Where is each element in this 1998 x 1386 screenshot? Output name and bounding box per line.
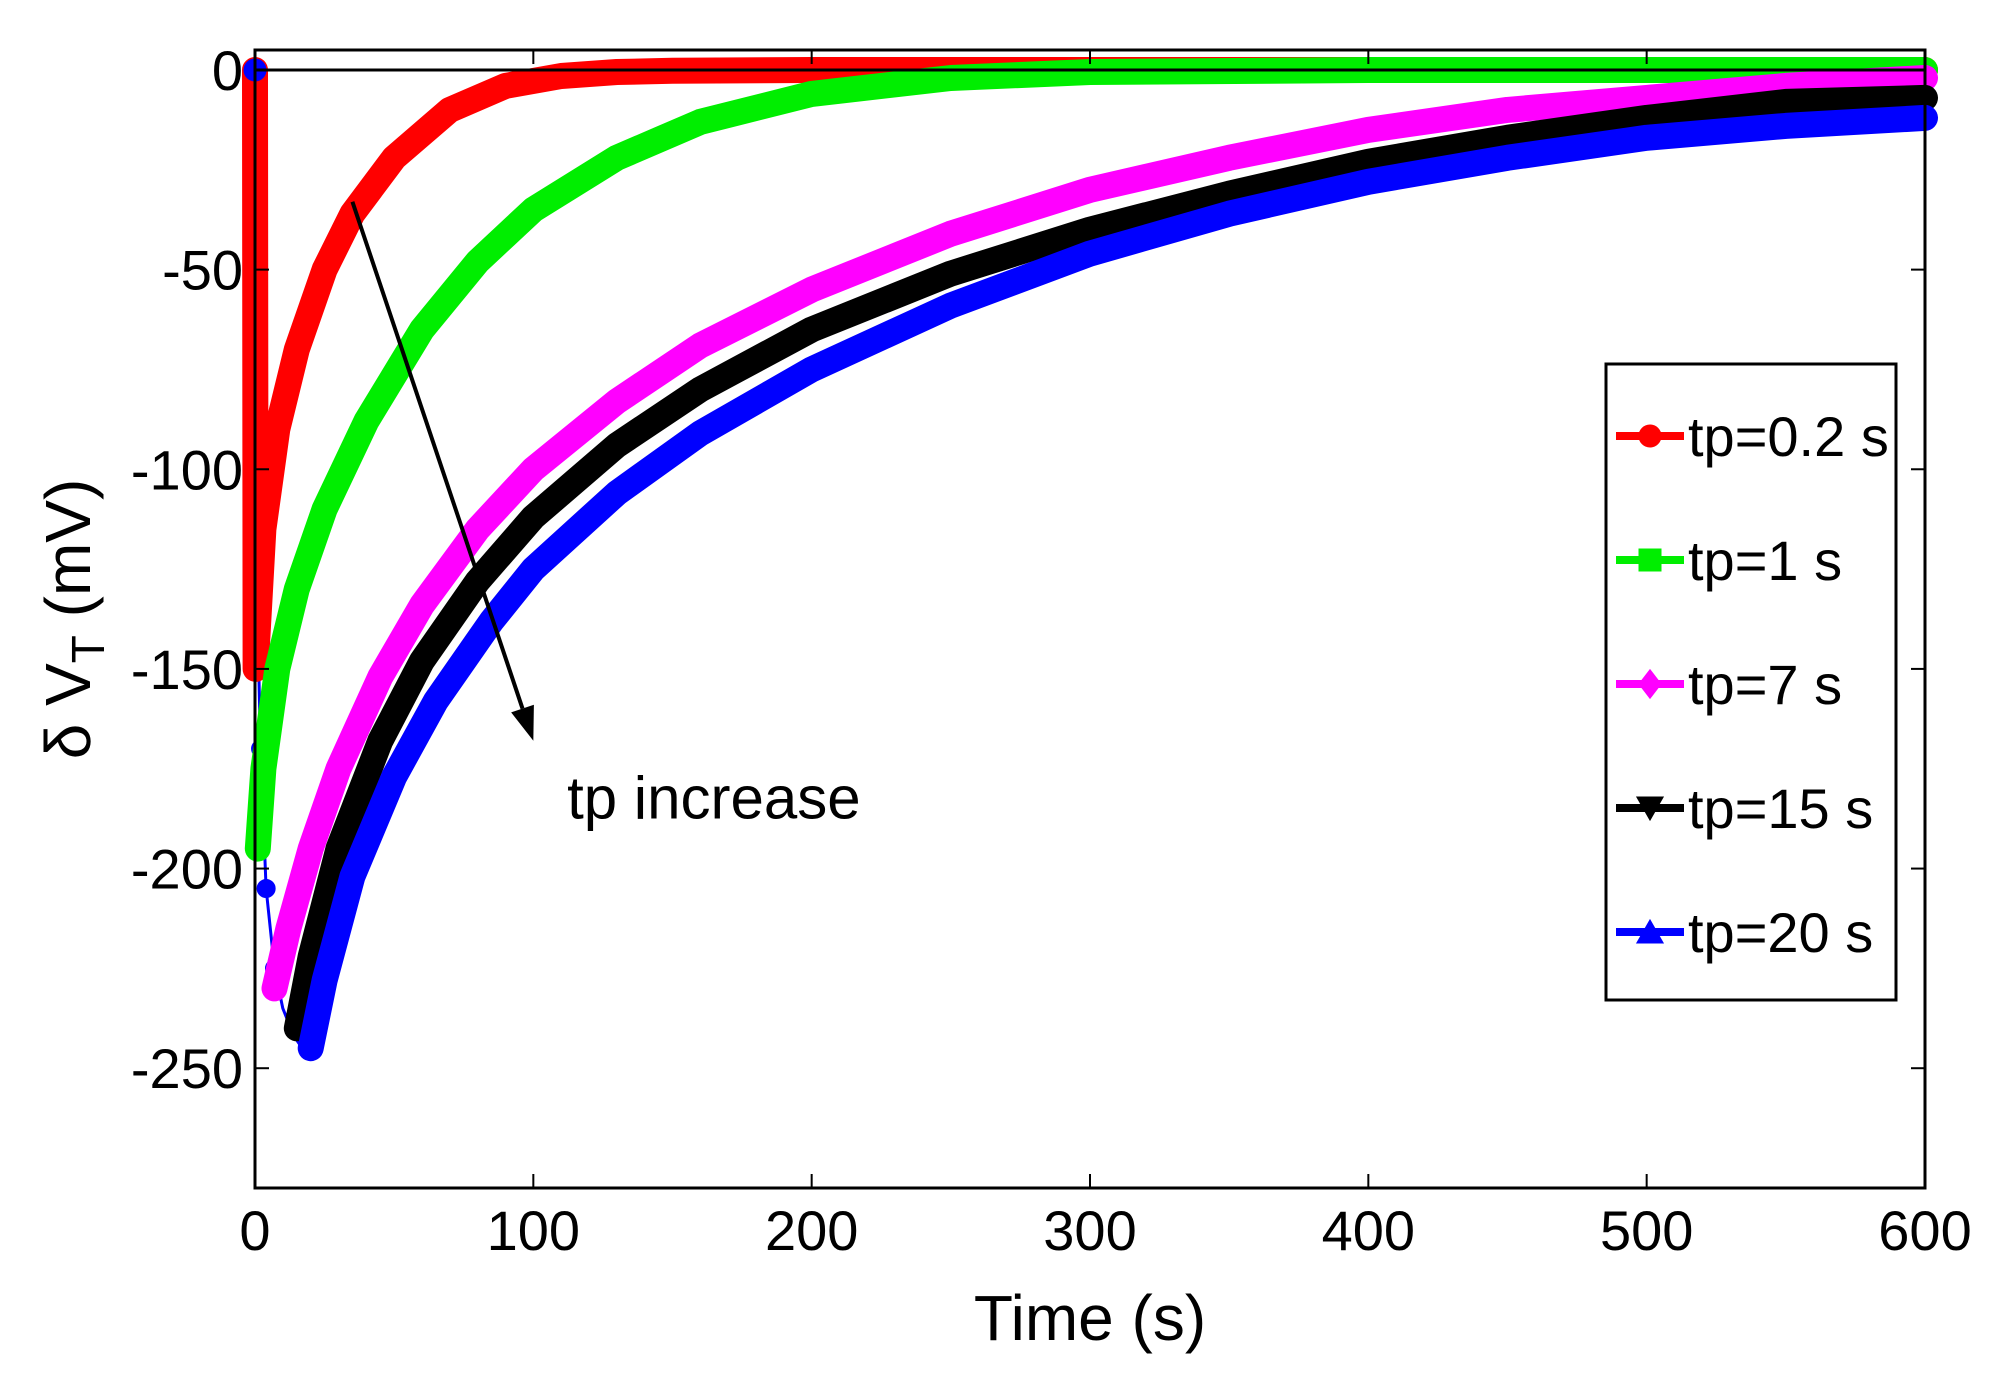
legend-marker-tp-20-s (1635, 918, 1665, 944)
pulse-marker-tp-20-s (256, 879, 276, 899)
y-tick-label: -50 (162, 239, 243, 302)
annotation: tp increase (350, 201, 861, 832)
y-tick-label: -150 (131, 638, 243, 701)
y-axis-ticks: 0 -50 -100 -150 -200 -250 (131, 39, 1925, 1100)
annotation-arrow-head (511, 704, 534, 741)
x-axis-title: Time (s) (974, 1282, 1206, 1354)
legend-label-tp-1-s: tp=1 s (1688, 529, 1842, 592)
x-tick-label: 200 (765, 1199, 858, 1262)
series-line-tp-7-s (261, 65, 1938, 1002)
legend: tp=0.2 s tp=1 s tp=7 s tp=15 s tp=20 s (1604, 362, 1898, 1002)
legend-marker-tp-7-s (1638, 668, 1662, 700)
y-axis-title-prefix: δ V (32, 663, 104, 759)
x-tick-label: 300 (1043, 1199, 1136, 1262)
legend-label-tp-15-s: tp=15 s (1688, 777, 1873, 840)
y-tick-label: -100 (131, 438, 243, 501)
y-tick-label: 0 (212, 39, 243, 102)
x-tick-label: 500 (1600, 1199, 1693, 1262)
y-axis-title-suffix: (mV) (32, 479, 104, 635)
x-axis-ticks: 0 100 200 300 400 500 600 (239, 50, 1972, 1262)
y-tick-label: -250 (131, 1037, 243, 1100)
legend-label-tp-20-s: tp=20 s (1688, 901, 1873, 964)
annotation-label: tp increase (567, 765, 861, 832)
legend-label-tp-0-2-s: tp=0.2 s (1688, 405, 1889, 468)
y-axis-title: δ VT (mV) (32, 479, 114, 760)
series-line-tp-20-s (297, 104, 1938, 1062)
annotation-arrow-line (350, 201, 525, 710)
series-line-tp-15-s (283, 84, 1938, 1042)
x-tick-label: 600 (1878, 1199, 1971, 1262)
x-tick-label: 0 (239, 1199, 270, 1262)
legend-marker-tp-0-2-s (1638, 424, 1662, 448)
legend-marker-tp-1-s (1638, 548, 1662, 572)
legend-marker-tp-15-s (1635, 796, 1665, 822)
x-tick-label: 100 (487, 1199, 580, 1262)
legend-label-tp-7-s: tp=7 s (1688, 653, 1842, 716)
x-tick-label: 400 (1322, 1199, 1415, 1262)
y-axis-title-subscript: T (62, 635, 114, 663)
y-tick-label: -200 (131, 838, 243, 901)
